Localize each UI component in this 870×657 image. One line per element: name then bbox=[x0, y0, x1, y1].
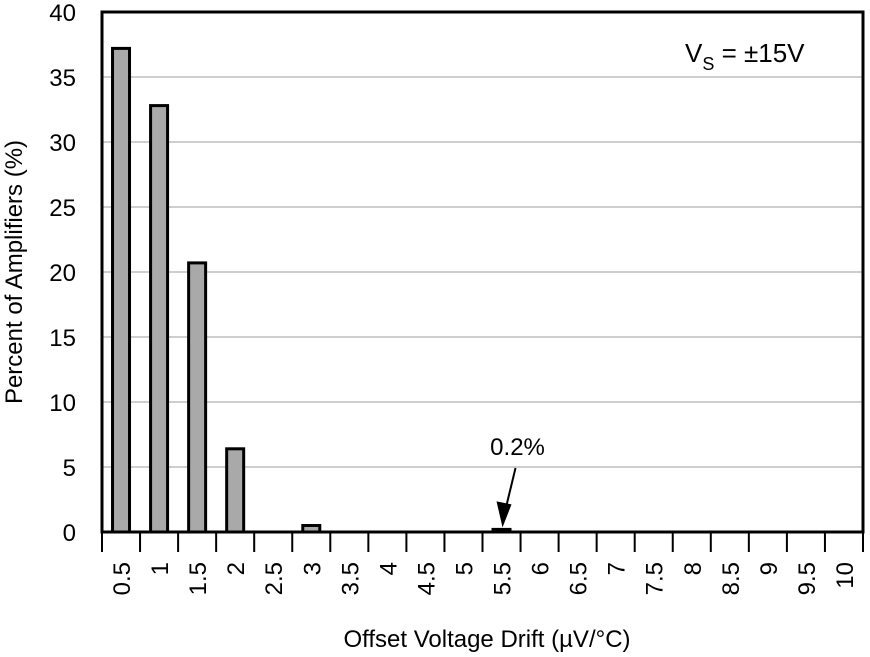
x-tick-label-1: 1 bbox=[147, 562, 174, 575]
x-tick-label-4.5: 4.5 bbox=[413, 562, 440, 595]
bar-2 bbox=[225, 447, 246, 534]
legend-subscript: S bbox=[702, 54, 714, 74]
bar-1 bbox=[149, 104, 170, 534]
legend-main: V bbox=[685, 38, 703, 68]
x-axis-title: Offset Voltage Drift (µV/°C) bbox=[343, 626, 630, 653]
x-tick-label-4: 4 bbox=[375, 562, 402, 575]
y-axis-title: Percent of Amplifiers (%) bbox=[1, 140, 28, 404]
y-tick-label-20: 20 bbox=[49, 260, 76, 287]
y-tick-label-35: 35 bbox=[49, 65, 76, 92]
y-tick-label-10: 10 bbox=[49, 390, 76, 417]
x-tick-label-2: 2 bbox=[223, 562, 250, 575]
x-tick-label-9.5: 9.5 bbox=[794, 562, 821, 595]
x-tick-label-8.5: 8.5 bbox=[718, 562, 745, 595]
annotation-arrow-head bbox=[496, 501, 512, 528]
x-ticks bbox=[101, 532, 864, 552]
y-tick-label-15: 15 bbox=[49, 325, 76, 352]
x-tick-label-2.5: 2.5 bbox=[261, 562, 288, 595]
bars bbox=[111, 46, 512, 534]
x-tick-label-7: 7 bbox=[604, 562, 631, 575]
x-tick-label-8: 8 bbox=[680, 562, 707, 575]
annotation: 0.2% bbox=[490, 434, 545, 528]
x-tick-labels: 0.5 1 1.5 2 2.5 3 3.5 4 4.5 5 5.5 6 6.5 7 7.5 8 8.5 9 9.5 1… bbox=[109, 562, 859, 595]
annotation-label: 0.2% bbox=[490, 434, 545, 461]
y-tick-label-0: 0 bbox=[63, 520, 76, 547]
x-tick-label-6.5: 6.5 bbox=[566, 562, 593, 595]
x-tick-label-3.5: 3.5 bbox=[337, 562, 364, 595]
x-tick-label-5: 5 bbox=[451, 562, 478, 575]
y-tick-label-30: 30 bbox=[49, 130, 76, 157]
legend-supply-voltage: VS = ±15V bbox=[685, 38, 805, 74]
y-tick-label-5: 5 bbox=[63, 455, 76, 482]
grid-lines bbox=[102, 76, 863, 468]
x-tick-label-3: 3 bbox=[299, 562, 326, 575]
y-tick-label-25: 25 bbox=[49, 195, 76, 222]
x-tick-label-7.5: 7.5 bbox=[642, 562, 669, 595]
x-tick-label-1.5: 1.5 bbox=[185, 562, 212, 595]
x-tick-label-9: 9 bbox=[756, 562, 783, 575]
x-tick-label-5.5: 5.5 bbox=[490, 562, 517, 595]
x-tick-label-0.5: 0.5 bbox=[109, 562, 136, 595]
y-tick-label-40: 40 bbox=[49, 0, 76, 27]
legend-rest: = ±15V bbox=[714, 38, 805, 68]
bar-1.5 bbox=[187, 261, 208, 534]
x-tick-label-6: 6 bbox=[528, 562, 555, 575]
bar-0.5 bbox=[111, 46, 132, 534]
annotation-arrow-line bbox=[504, 467, 517, 510]
y-tick-labels: 0 5 10 15 20 25 30 35 40 bbox=[49, 0, 76, 547]
x-tick-label-10: 10 bbox=[832, 562, 859, 589]
